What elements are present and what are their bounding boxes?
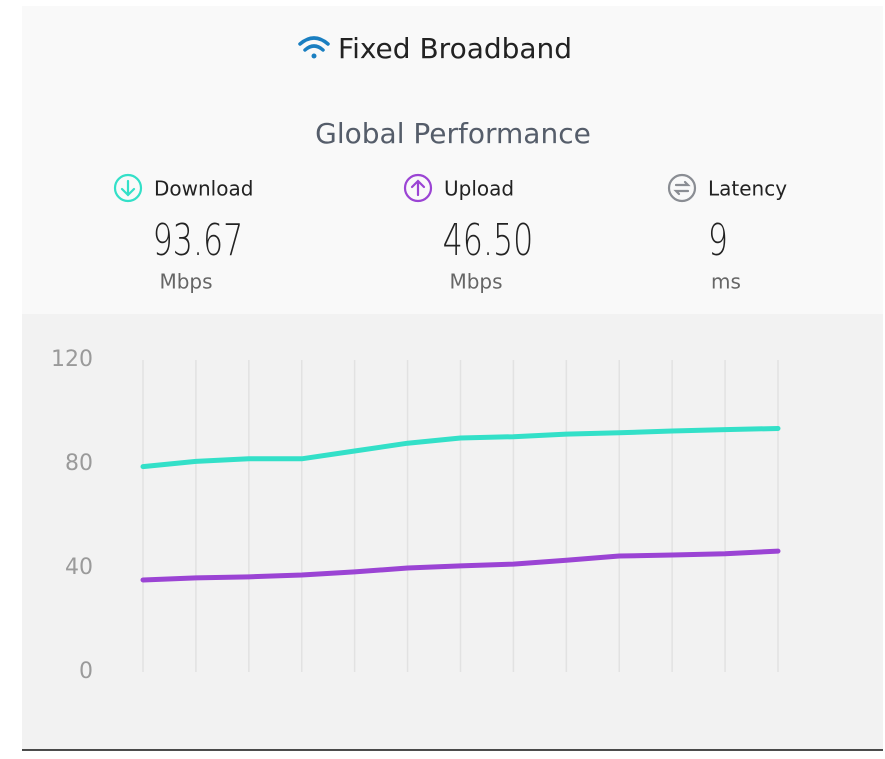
title: Fixed Broadband [338,32,572,65]
y-tick-label: 40 [65,555,93,580]
y-tick-label: 80 [65,451,93,476]
latency-icon [667,173,697,203]
subtitle: Global Performance [315,117,591,150]
wifi-icon [298,36,330,59]
upload-value: 46.50 [443,215,534,267]
download-label: Download [154,177,253,201]
y-tick-label: 120 [51,347,93,372]
download-icon [113,173,143,203]
series-line [140,425,781,470]
series-line [140,548,781,583]
y-tick-label: 0 [79,659,93,684]
card-top [22,6,883,314]
upload-label: Upload [444,177,514,201]
download-unit: Mbps [159,270,212,294]
upload-icon [403,173,433,203]
latency-value: 9 [708,215,728,267]
latency-unit: ms [711,270,741,294]
download-value: 93.67 [153,215,244,267]
upload-unit: Mbps [449,270,502,294]
latency-label: Latency [708,177,787,201]
chart-area [22,314,883,750]
